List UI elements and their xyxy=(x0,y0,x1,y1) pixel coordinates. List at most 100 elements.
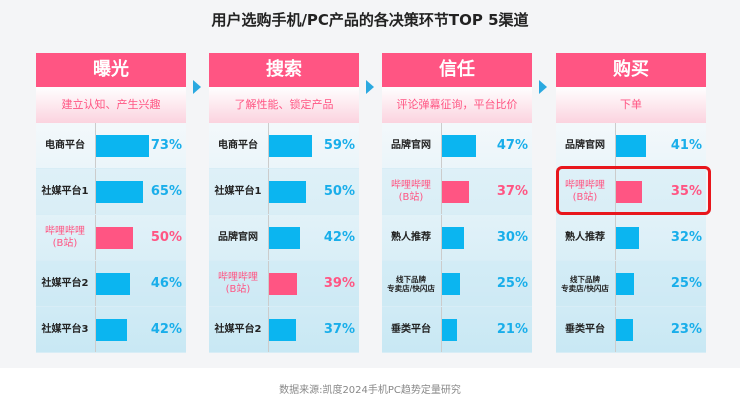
divider-line xyxy=(268,307,269,352)
divider-line xyxy=(95,169,96,214)
bar xyxy=(616,273,635,295)
channel-label: 哔哩哔哩 (B站) xyxy=(218,272,258,295)
channel-row: 品牌官网 47% xyxy=(382,123,532,169)
data-label: 59% xyxy=(323,138,355,153)
divider-line xyxy=(441,261,442,306)
stage-subtitle: 了解性能、锁定产品 xyxy=(209,87,359,123)
data-label: 37% xyxy=(496,184,528,199)
channel-row: 垂类平台 23% xyxy=(556,307,706,353)
channel-row: 品牌官网 42% xyxy=(209,215,359,261)
data-label: 46% xyxy=(150,276,182,291)
channel-label: 品牌官网 xyxy=(565,140,605,151)
stage-subtitle: 建立认知、产生兴趣 xyxy=(36,87,186,123)
divider-line xyxy=(95,261,96,306)
bar xyxy=(442,135,477,157)
channel-row: 品牌官网 41% xyxy=(556,123,706,169)
bar xyxy=(616,319,633,341)
divider-line xyxy=(441,307,442,352)
stage-panel: 信任 评论弹幕征询，平台比价 品牌官网 47% 哔哩哔哩 (B站) 37% 熟人推荐 30% 线下… xyxy=(382,53,532,353)
channel-row: 线下品牌 专卖店/快闪店 25% xyxy=(556,261,706,307)
highlight-box xyxy=(556,166,711,215)
divider-line xyxy=(615,307,616,352)
divider-line xyxy=(268,169,269,214)
channel-label: 社媒平台1 xyxy=(214,186,262,197)
channel-label: 电商平台 xyxy=(45,140,85,151)
divider-line xyxy=(441,215,442,260)
channel-row: 哔哩哔哩 (B站) 39% xyxy=(209,261,359,307)
bar xyxy=(269,135,313,157)
stage-title: 曝光 xyxy=(36,53,186,87)
channel-row: 哔哩哔哩 (B站) 37% xyxy=(382,169,532,215)
data-label: 42% xyxy=(323,230,355,245)
channel-label: 垂类平台 xyxy=(565,324,605,335)
data-label: 30% xyxy=(496,230,528,245)
channel-label: 社媒平台1 xyxy=(41,186,89,197)
channel-row: 社媒平台3 42% xyxy=(36,307,186,353)
data-label: 25% xyxy=(496,276,528,291)
divider-line xyxy=(441,123,442,168)
channel-label: 垂类平台 xyxy=(391,324,431,335)
channel-row: 社媒平台1 65% xyxy=(36,169,186,215)
divider-line xyxy=(615,169,616,214)
channel-row: 哔哩哔哩 (B站) 50% xyxy=(36,215,186,261)
data-label: 50% xyxy=(150,230,182,245)
data-label: 50% xyxy=(323,184,355,199)
stage-subtitle: 下单 xyxy=(556,87,706,123)
data-label: 21% xyxy=(496,322,528,337)
stage-title: 购买 xyxy=(556,53,706,87)
channel-row: 熟人推荐 32% xyxy=(556,215,706,261)
channel-label: 社媒平台2 xyxy=(214,324,262,335)
data-label: 35% xyxy=(670,184,702,199)
data-source: 数据来源:凯度2024手机PC趋势定量研究 xyxy=(279,385,461,396)
bar xyxy=(616,181,642,203)
chevron-right-icon xyxy=(539,80,547,94)
divider-line xyxy=(268,261,269,306)
bar xyxy=(442,273,461,295)
channel-label: 哔哩哔哩 (B站) xyxy=(391,180,431,203)
divider-line xyxy=(268,123,269,168)
bar xyxy=(269,319,296,341)
divider-line xyxy=(95,123,96,168)
bar xyxy=(96,227,133,249)
chart-title: 用户选购手机/PC产品的各决策环节TOP 5渠道 xyxy=(211,11,529,29)
channel-label: 熟人推荐 xyxy=(391,232,431,243)
channel-row: 垂类平台 21% xyxy=(382,307,532,353)
bar xyxy=(616,135,646,157)
channel-row: 电商平台 73% xyxy=(36,123,186,169)
data-label: 42% xyxy=(150,322,182,337)
data-label: 47% xyxy=(496,138,528,153)
channel-label: 熟人推荐 xyxy=(565,232,605,243)
data-label: 39% xyxy=(323,276,355,291)
bar xyxy=(269,227,300,249)
channel-rows: 品牌官网 41% 哔哩哔哩 (B站) 35% 熟人推荐 32% 线下品牌 专卖店/快闪店 25% 垂… xyxy=(556,123,706,353)
stage-title: 搜索 xyxy=(209,53,359,87)
channel-rows: 品牌官网 47% 哔哩哔哩 (B站) 37% 熟人推荐 30% 线下品牌 专卖店/快闪店 25% 垂… xyxy=(382,123,532,353)
channel-label: 品牌官网 xyxy=(218,232,258,243)
chevron-right-icon xyxy=(193,80,201,94)
channel-label: 品牌官网 xyxy=(391,140,431,151)
divider-line xyxy=(268,215,269,260)
data-label: 32% xyxy=(670,230,702,245)
channel-row: 社媒平台2 37% xyxy=(209,307,359,353)
channel-row: 社媒平台1 50% xyxy=(209,169,359,215)
data-label: 73% xyxy=(150,138,182,153)
bar xyxy=(616,227,640,249)
bar xyxy=(96,181,144,203)
channel-label: 电商平台 xyxy=(218,140,258,151)
stage-panel: 搜索 了解性能、锁定产品电商平台 59% 社媒平台1 50% 品牌官网 42% 哔哩哔哩 (B站… xyxy=(209,53,359,353)
bar xyxy=(442,227,464,249)
data-label: 41% xyxy=(670,138,702,153)
bar xyxy=(442,319,458,341)
divider-line xyxy=(615,215,616,260)
bar xyxy=(96,273,130,295)
channel-label: 哔哩哔哩 (B站) xyxy=(565,180,605,203)
divider-line xyxy=(615,261,616,306)
data-label: 25% xyxy=(670,276,702,291)
bar xyxy=(269,273,298,295)
channel-label: 线下品牌 专卖店/快闪店 xyxy=(561,275,609,293)
channel-label: 哔哩哔哩 (B站) xyxy=(45,226,85,249)
channel-label: 社媒平台2 xyxy=(41,278,89,289)
channel-label: 社媒平台3 xyxy=(41,324,89,335)
data-label: 37% xyxy=(323,322,355,337)
stage-subtitle: 评论弹幕征询，平台比价 xyxy=(382,87,532,123)
